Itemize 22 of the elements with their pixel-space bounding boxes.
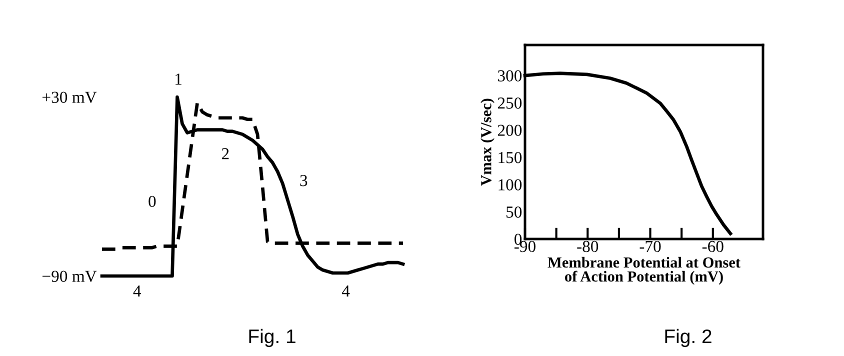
annotation: 0 — [148, 196, 156, 208]
x-tick-label: -70 — [640, 240, 661, 252]
y-axis-title: Vmax (V/sec) — [480, 98, 494, 186]
text: 4 — [133, 286, 142, 297]
text: Fig. 2 — [665, 328, 712, 348]
x-tick-label: -60 — [702, 240, 724, 252]
y-tick-label: 200 — [498, 124, 522, 136]
x-tick-label: -80 — [577, 240, 598, 252]
annotation: 2 — [222, 148, 229, 160]
line-series — [100, 95, 405, 278]
y-tick-label: 300 — [498, 70, 522, 82]
y-tick-label: 50 — [506, 206, 522, 218]
y-tick-label: 250 — [498, 97, 522, 109]
text: Fig. 1 — [249, 328, 296, 348]
annotation: 3 — [300, 174, 308, 186]
x-axis-title: Membrane Potential at Onset of Action Potential (mV) — [548, 256, 740, 285]
y-tick-label: 150 — [498, 152, 522, 164]
y-tick-label: −90 mV — [42, 270, 97, 282]
text: 4 — [342, 286, 350, 297]
y-tick-label: +30 mV — [42, 92, 97, 104]
text: 1 — [176, 74, 182, 85]
y-tick-label: 100 — [498, 179, 522, 190]
